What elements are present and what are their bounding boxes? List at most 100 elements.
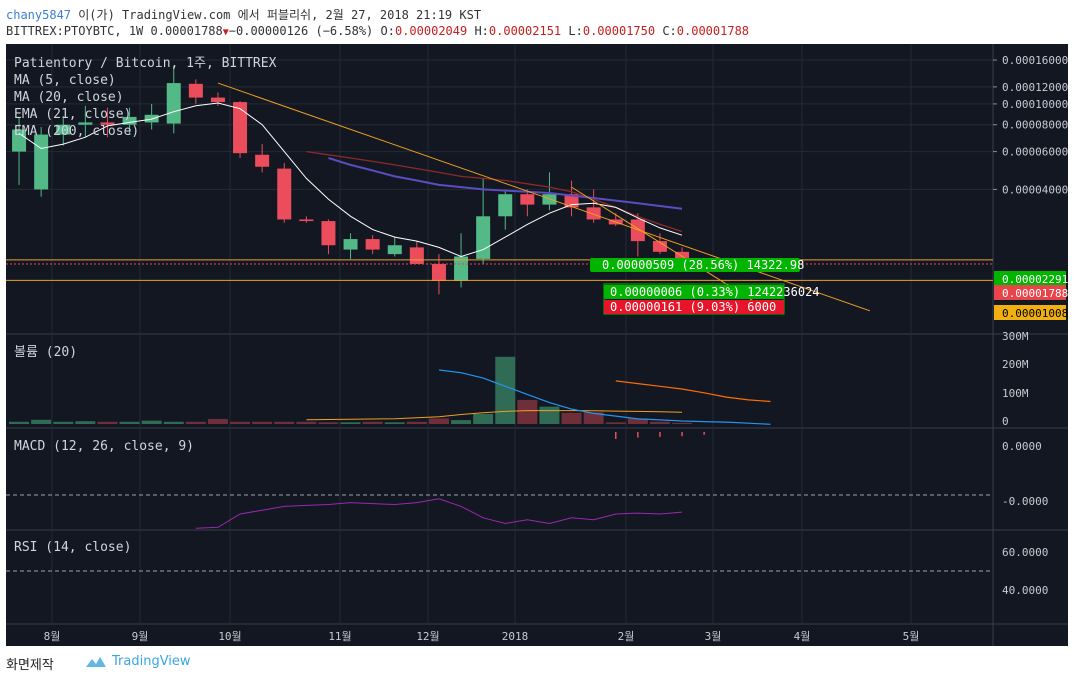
macd-line (438, 369, 771, 425)
x-tick-label: 2018 (502, 630, 529, 643)
volume-bar (230, 421, 251, 424)
volume-y-tick: 0 (1002, 415, 1009, 428)
candle-body (12, 129, 27, 152)
volume-bar (451, 420, 472, 424)
volume-bar (649, 421, 670, 424)
measure-label-bg (590, 258, 800, 272)
x-tick-label: 9월 (132, 630, 149, 643)
rsi-y-tick: 40.0000 (1002, 584, 1048, 597)
macd-signal-line (615, 380, 771, 403)
measure-label-bg (604, 285, 784, 299)
candle-body (321, 221, 336, 246)
open-value: 0.00002049 (394, 24, 468, 38)
symbol-info: BITTREX:PTOYBTC, 1W 0.00001788 (6, 24, 223, 38)
volume-bar (185, 421, 206, 424)
candle-body (520, 194, 535, 205)
volume-bar (53, 421, 74, 424)
macd-y-tick: -0.0000 (1002, 495, 1048, 508)
volume-bar (384, 422, 405, 424)
x-tick-label: 5월 (903, 630, 920, 643)
volume-bar (119, 421, 140, 424)
y-tick-label: 0.00004000 (1002, 183, 1068, 196)
down-arrow-icon: ▼ (222, 27, 229, 38)
x-tick-label: 12월 (416, 630, 439, 643)
candle-body (387, 245, 402, 255)
volume-bar (252, 421, 273, 424)
trendline (217, 82, 871, 312)
volume-bar (274, 421, 295, 424)
volume-bar (406, 421, 427, 424)
volume-bar (9, 421, 30, 424)
candle-body (630, 219, 645, 242)
candle-body (365, 239, 380, 250)
candle-body (299, 219, 314, 222)
y-tick-label: 0.00008000 (1002, 119, 1068, 132)
measure-label: 0.00000161 (9.03%) 6000 (610, 300, 776, 314)
close-label: C: (662, 24, 677, 38)
indicator-legend: MA (5, close) (14, 73, 116, 88)
volume-bar (428, 418, 449, 424)
trading-chart[interactable]: 8월 9월 10월 11월 12월 2018 2월 3월 4월 5월 0.00016000 0.000… (0, 44, 1074, 646)
candle-body (78, 122, 93, 125)
price-label-bg (994, 305, 1066, 320)
volume-bar (672, 422, 693, 424)
close-value: 0.00001788 (676, 24, 750, 38)
ema21-line (328, 157, 683, 210)
price-label-bg (994, 271, 1066, 286)
chart-title: Patientory / Bitcoin, 1주, BITTREX (14, 56, 277, 71)
measure-label-bg (604, 300, 784, 314)
username-link[interactable]: chany5847 (6, 8, 72, 22)
rsi-y-tick: 60.0000 (1002, 546, 1048, 559)
publish-line: chany5847 이(가) TradingView.com 에서 퍼블리쉬, … (6, 6, 481, 23)
y-tick-label: 0.00012000 (1002, 81, 1068, 94)
volume-y-tick: 200M (1002, 358, 1029, 371)
candle-body (409, 247, 424, 264)
candle-body (343, 239, 358, 250)
price-label: 0.00002291 (1002, 273, 1068, 286)
change-value: −0.00000126 (−6.58%) (228, 24, 374, 38)
candle-body (188, 83, 203, 98)
volume-bar (605, 422, 626, 424)
cloud-icon (86, 656, 106, 667)
y-tick-label: 0.00010000 (1002, 98, 1068, 111)
volume-y-tick: 100M (1002, 387, 1029, 400)
low-label: L: (568, 24, 583, 38)
ma5-line (18, 102, 683, 258)
x-tick-label: 2월 (618, 630, 635, 643)
candle-body (542, 194, 557, 205)
volume-bar (495, 356, 516, 424)
chart-background (6, 44, 1068, 646)
candle-body (652, 241, 667, 252)
indicator-legend: MA (20, close) (14, 90, 124, 105)
volume-bar (583, 412, 604, 424)
price-label: 0.00001008 (1002, 307, 1068, 320)
x-tick-label: 10월 (218, 630, 241, 643)
candle-body (233, 102, 248, 154)
candle-body (277, 168, 292, 220)
volume-title: 볼륨 (20) (14, 345, 77, 360)
volume-ma-line (306, 410, 683, 421)
candle-body (56, 124, 71, 135)
volume-bar (340, 422, 361, 424)
snapshot-label: 화면제작 (6, 658, 54, 673)
volume-bar (473, 413, 494, 424)
volume-y-tick: 300M (1002, 330, 1029, 343)
candle-body (166, 83, 181, 124)
candle-body (476, 216, 491, 259)
tradingview-logo[interactable]: TradingView (84, 654, 191, 669)
candle-body (210, 97, 225, 103)
high-value: 0.00002151 (488, 24, 562, 38)
indicator-legend: EMA (200, close) (14, 124, 139, 139)
symbol-line: BITTREX:PTOYBTC, 1W 0.00001788▼−0.000001… (6, 24, 749, 38)
open-label: O: (380, 24, 395, 38)
measure-label: 0.00000509 (28.56%) 14322.98 (602, 258, 804, 272)
price-label-bg (994, 285, 1066, 300)
volume-bar (207, 418, 228, 424)
volume-bar (561, 412, 582, 424)
x-tick-label: 8월 (44, 630, 61, 643)
candle-body (255, 154, 270, 167)
price-label: 0.00001788 (1002, 287, 1068, 300)
candle-body (454, 256, 469, 281)
volume-bar (296, 421, 317, 424)
volume-bar (627, 418, 648, 424)
